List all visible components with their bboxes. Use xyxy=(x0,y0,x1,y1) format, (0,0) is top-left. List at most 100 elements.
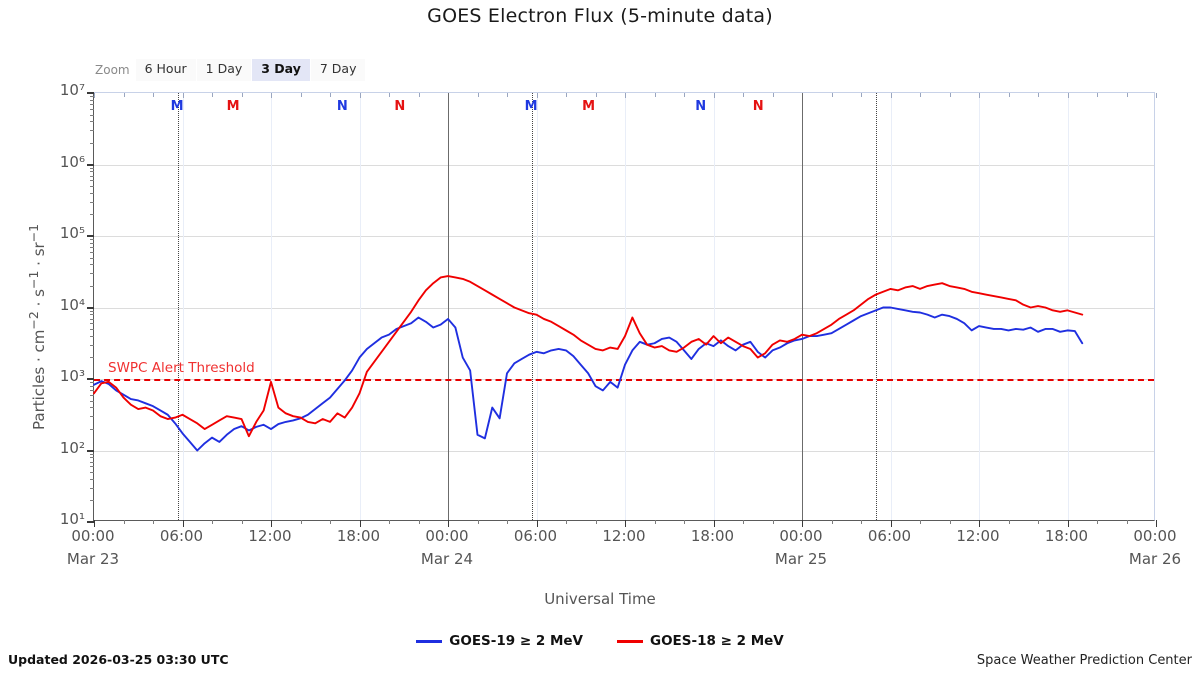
x-axis-top-minor-tick xyxy=(920,93,921,97)
x-axis-top-tick xyxy=(94,93,95,98)
x-axis-minor-tick xyxy=(330,520,331,524)
y-axis-title: Particles · cm−2 · s−1 · sr−1 xyxy=(26,223,48,430)
x-axis-minor-tick xyxy=(1126,520,1128,524)
event-marker-m-1: M xyxy=(226,99,240,114)
y-axis-label: 10⁶ xyxy=(59,152,85,171)
x-axis-minor-tick xyxy=(418,520,420,524)
y-axis-minor-tick xyxy=(90,104,94,106)
chart-vertical-gridline xyxy=(890,93,892,520)
chart-plot-area[interactable]: SWPC Alert Threshold xyxy=(87,92,1157,527)
x-axis-top-minor-tick xyxy=(123,93,125,97)
x-axis-top-tick xyxy=(890,93,892,98)
x-axis-minor-tick xyxy=(1008,520,1010,524)
x-axis-label: 00:00 xyxy=(1133,527,1177,545)
y-axis-minor-tick xyxy=(90,323,94,325)
y-axis-minor-tick xyxy=(90,247,94,249)
chart-vertical-gridline xyxy=(271,93,272,520)
y-axis-minor-tick xyxy=(90,96,94,98)
chart-vertical-gridline xyxy=(1067,93,1069,520)
zoom-button-3-day[interactable]: 3 Day xyxy=(252,59,310,81)
x-axis-tick xyxy=(536,520,538,527)
x-axis-date-label: Mar 26 xyxy=(1128,550,1182,568)
legend-swatch-goes-18 xyxy=(617,639,643,643)
x-axis-minor-tick xyxy=(566,520,567,524)
legend-label-goes-19: GOES-19 ≥ 2 MeV xyxy=(449,633,583,649)
x-axis-label: 18:00 xyxy=(690,527,735,545)
x-axis-top-minor-tick xyxy=(595,93,597,97)
y-axis-minor-tick xyxy=(90,487,94,489)
y-axis-minor-tick xyxy=(90,310,94,312)
y-axis-minor-tick xyxy=(90,344,94,346)
y-axis-minor-tick xyxy=(90,453,94,455)
x-axis-top-minor-tick xyxy=(330,93,331,97)
x-axis-minor-tick xyxy=(831,520,833,524)
chart-gridline xyxy=(94,236,1154,237)
y-axis-minor-tick xyxy=(90,99,94,101)
x-axis-minor-tick xyxy=(743,520,744,524)
x-axis-minor-tick xyxy=(861,520,862,524)
x-axis-label: 06:00 xyxy=(159,527,204,545)
x-axis-top-tick xyxy=(713,93,715,98)
y-axis-minor-tick xyxy=(90,239,94,241)
x-axis-top-minor-tick xyxy=(654,93,656,97)
x-axis-top-minor-tick xyxy=(831,93,833,97)
x-axis-label: 12:00 xyxy=(602,527,646,545)
y-axis-minor-tick xyxy=(90,314,94,316)
x-axis-tick xyxy=(979,520,980,527)
y-axis-minor-tick xyxy=(90,175,94,177)
y-axis-minor-tick xyxy=(90,407,94,409)
y-axis-minor-tick xyxy=(90,171,94,173)
y-axis-tick xyxy=(87,92,94,94)
zoom-button-1-day[interactable]: 1 Day xyxy=(196,59,252,81)
y-axis-minor-tick xyxy=(90,400,94,402)
x-axis-top-minor-tick xyxy=(1008,93,1010,97)
x-axis-top-minor-tick xyxy=(949,93,951,97)
event-marker-m-4: M xyxy=(524,99,538,114)
chart-vertical-gridline xyxy=(536,93,538,520)
x-axis-top-minor-tick xyxy=(477,93,479,97)
y-axis-tick xyxy=(87,235,94,237)
chart-vertical-gridline xyxy=(625,93,626,520)
y-axis-minor-tick xyxy=(90,167,94,169)
x-axis-label: 06:00 xyxy=(867,527,912,545)
event-marker-n-7: N xyxy=(752,99,764,114)
event-marker-n-3: N xyxy=(394,99,406,114)
y-axis-minor-tick xyxy=(90,416,94,418)
y-axis-tick xyxy=(87,163,94,166)
x-axis-minor-tick xyxy=(684,520,685,524)
chart-vertical-gridline xyxy=(979,93,980,520)
x-axis-top-minor-tick xyxy=(772,93,774,97)
y-axis-label: 10⁴ xyxy=(59,295,85,314)
zoom-button-7-day[interactable]: 7 Day xyxy=(310,59,366,81)
x-axis-minor-tick xyxy=(949,520,951,524)
x-axis-label: 12:00 xyxy=(248,527,292,545)
zoom-button-6-hour[interactable]: 6 Hour xyxy=(135,59,196,81)
x-axis-label: 00:00 xyxy=(779,527,823,545)
series-line-goes-18 xyxy=(93,275,1084,438)
x-axis-tick xyxy=(713,520,715,527)
x-axis-top-tick xyxy=(271,93,272,98)
x-axis-minor-tick xyxy=(389,520,390,524)
event-marker-line xyxy=(875,93,877,520)
x-axis-minor-tick xyxy=(1038,520,1039,524)
x-axis-top-minor-tick xyxy=(743,93,744,97)
y-axis-label: 10² xyxy=(59,438,85,457)
y-axis-minor-tick xyxy=(90,385,94,387)
event-marker-n-2: N xyxy=(336,99,348,114)
y-axis-tick xyxy=(87,306,94,309)
x-axis-tick xyxy=(271,520,272,527)
y-axis-minor-tick xyxy=(90,201,94,203)
x-axis-minor-tick xyxy=(477,520,479,524)
y-axis-label: 10¹ xyxy=(59,510,85,528)
x-axis-label: 06:00 xyxy=(513,527,558,545)
chart-gridline xyxy=(94,164,1154,166)
y-axis-label: 10³ xyxy=(59,367,85,385)
x-axis-top-minor-tick xyxy=(389,93,390,97)
y-axis-minor-tick xyxy=(90,257,94,259)
y-axis-minor-tick xyxy=(90,472,94,474)
x-axis-top-minor-tick xyxy=(1126,93,1128,97)
x-axis-date-label: Mar 25 xyxy=(774,550,828,568)
zoom-label: Zoom xyxy=(95,62,130,77)
y-axis-minor-tick xyxy=(90,461,94,463)
y-axis-minor-tick xyxy=(90,186,94,188)
